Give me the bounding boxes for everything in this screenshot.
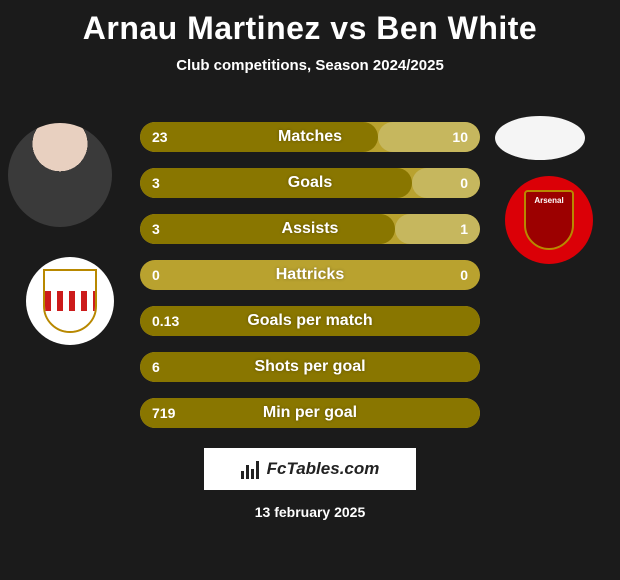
stat-row: 31Assists [140, 214, 480, 244]
stat-label: Hattricks [140, 260, 480, 290]
page-subtitle: Club competitions, Season 2024/2025 [0, 57, 620, 74]
girona-shield-icon [43, 269, 97, 333]
stat-label: Goals [140, 168, 480, 198]
player-right-photo [495, 116, 585, 160]
stat-row: 30Goals [140, 168, 480, 198]
stat-label: Matches [140, 122, 480, 152]
stat-row: 6Shots per goal [140, 352, 480, 382]
bar-chart-icon [241, 459, 261, 479]
stat-label: Goals per match [140, 306, 480, 336]
arsenal-shield-icon: Arsenal [524, 190, 574, 250]
date-label: 13 february 2025 [0, 504, 620, 520]
stat-row: 00Hattricks [140, 260, 480, 290]
club-badge-arsenal: Arsenal [505, 176, 593, 264]
stat-row: 0.13Goals per match [140, 306, 480, 336]
stat-label: Shots per goal [140, 352, 480, 382]
brand-box[interactable]: FcTables.com [204, 448, 416, 490]
stat-row: 719Min per goal [140, 398, 480, 428]
stat-label: Assists [140, 214, 480, 244]
stat-row: 2310Matches [140, 122, 480, 152]
stats-container: 2310Matches 30Goals 31Assists 00Hattricks 0.… [140, 122, 480, 444]
player-left-photo [8, 123, 112, 227]
club-badge-girona [26, 257, 114, 345]
arsenal-shield-label: Arsenal [534, 196, 563, 205]
brand-label: FcTables.com [267, 459, 380, 479]
page-title: Arnau Martinez vs Ben White [0, 0, 620, 47]
stat-label: Min per goal [140, 398, 480, 428]
